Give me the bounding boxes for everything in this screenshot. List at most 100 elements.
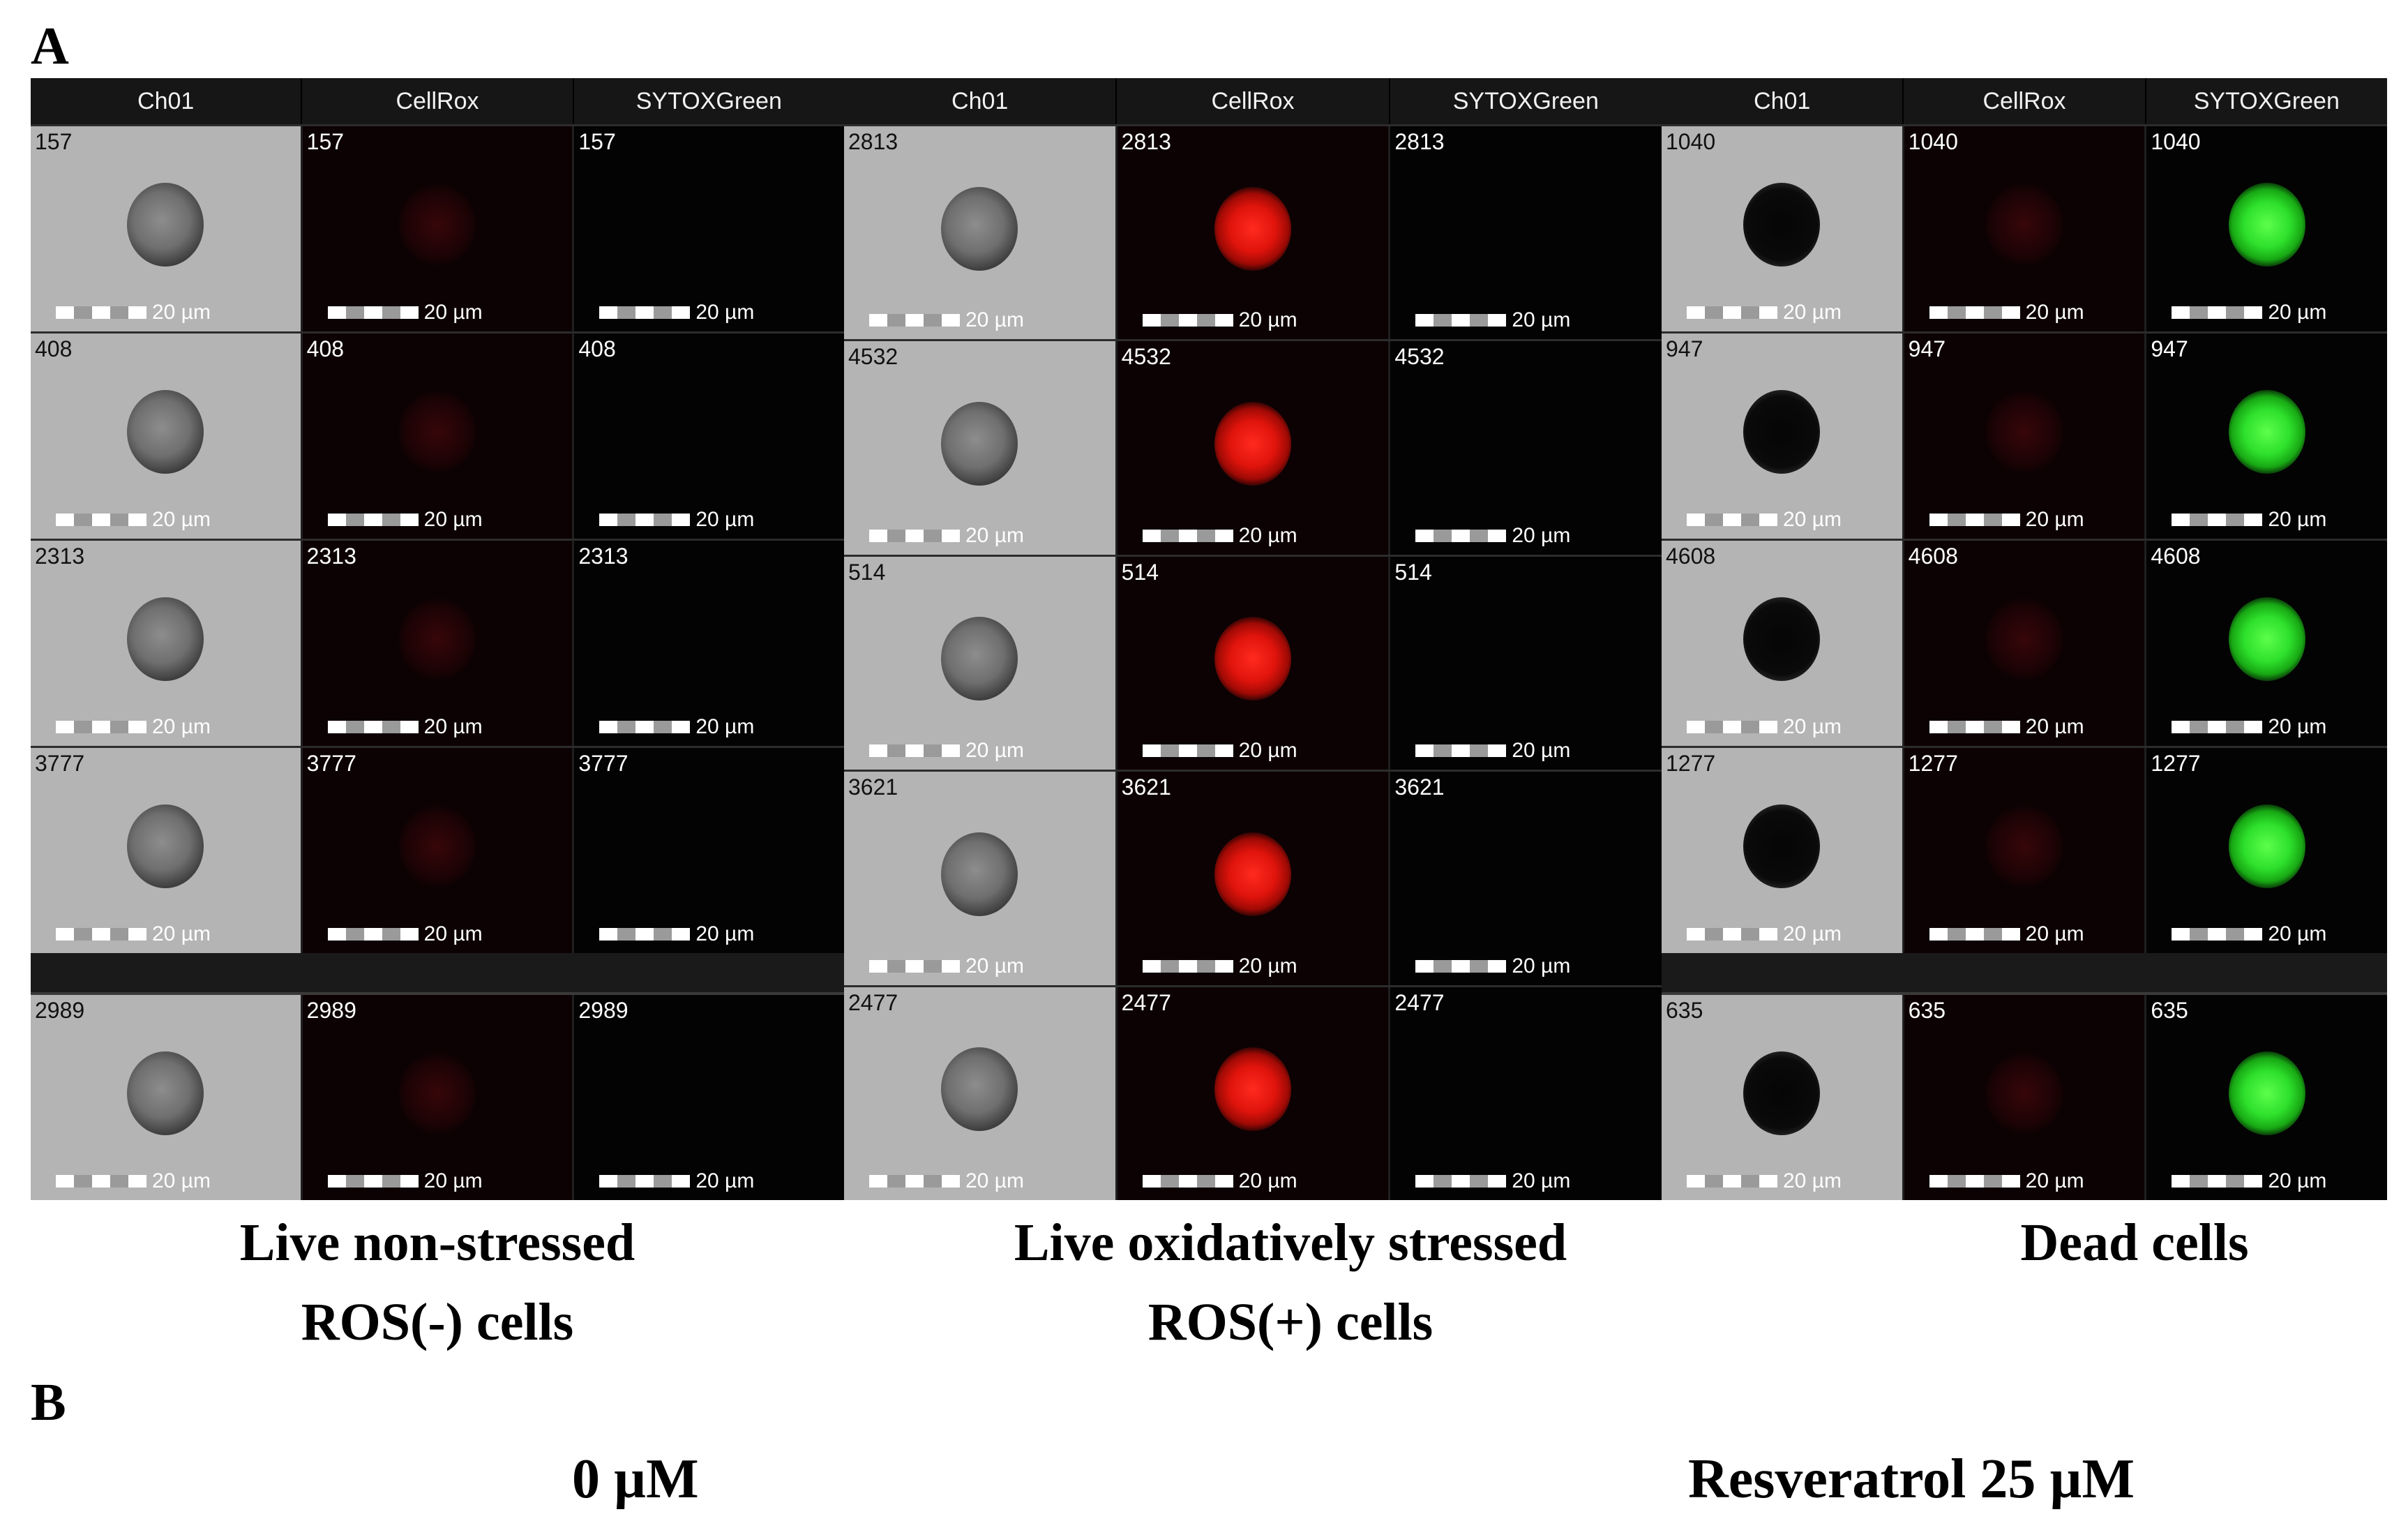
scale-bar: 20 µm [869, 740, 1024, 761]
brightfield-tile: 2989 20 µm [31, 995, 303, 1200]
brightfield-tile: 947 20 µm [1662, 334, 1904, 539]
scale-bar-label: 20 µm [965, 523, 1024, 547]
event-id-label: 4608 [1666, 544, 1716, 569]
scale-bar-graphic [2172, 306, 2263, 319]
panel-b-label: B [31, 1373, 66, 1432]
scale-bar-label: 20 µm [1512, 523, 1571, 547]
event-id-label: 2313 [306, 544, 356, 569]
event-id-label: 3777 [578, 751, 629, 776]
cell-image [127, 1051, 204, 1136]
scale-bar-graphic [599, 306, 691, 319]
event-id-label: 635 [1666, 998, 1703, 1023]
scale-bar-graphic [327, 514, 419, 526]
brightfield-tile: 3621 20 µm [844, 772, 1118, 985]
scale-bar-label: 20 µm [2268, 922, 2327, 945]
sytoxgreen-tile: 408 20 µm [574, 334, 845, 539]
image-row: 1040 20 µm 1040 20 µm 1040 20 µm [1662, 124, 2388, 331]
scale-bar: 20 µm [1415, 1171, 1570, 1192]
event-id-label: 2813 [1394, 129, 1445, 154]
event-id-label: 3621 [1394, 774, 1445, 800]
scale-bar: 20 µm [327, 717, 483, 737]
scale-bar: 20 µm [2172, 717, 2326, 737]
cellrox-tile: 4608 20 µm [1904, 541, 2147, 746]
scale-bar-label: 20 µm [2268, 1169, 2327, 1192]
caption-ros-negative: Live non-stressed ROS(-) cells [31, 1203, 844, 1362]
scale-bar: 20 µm [56, 717, 211, 737]
image-rows: 1040 20 µm 1040 20 µm 1040 20 µm 947 20 µm 947 20… [1662, 124, 2388, 1200]
scale-bar: 20 µm [1687, 717, 1842, 737]
scale-bar-graphic [2172, 514, 2263, 526]
channel-header-row: Ch01 CellRox SYTOXGreen [31, 78, 844, 124]
event-id-label: 4608 [1908, 544, 1958, 569]
image-row: 4608 20 µm 4608 20 µm 4608 20 µm [1662, 539, 2388, 746]
scale-bar-graphic [2172, 721, 2263, 733]
scale-bar: 20 µm [2172, 302, 2326, 323]
scale-bar: 20 µm [1415, 740, 1570, 761]
event-id-label: 4532 [1121, 344, 1171, 370]
scale-bar: 20 µm [327, 302, 483, 323]
brightfield-tile: 157 20 µm [31, 126, 303, 331]
scale-bar-graphic [1142, 1175, 1233, 1188]
sytoxgreen-tile: 1277 20 µm [2146, 748, 2388, 953]
condition-label-resveratrol: Resveratrol 25 µM [1688, 1448, 2135, 1510]
scale-bar-label: 20 µm [695, 301, 755, 324]
scale-bar: 20 µm [1929, 924, 2084, 945]
event-id-label: 2477 [1121, 989, 1171, 1015]
event-id-label: 2989 [35, 998, 85, 1023]
image-row: 408 20 µm 408 20 µm 408 20 µm [31, 331, 845, 539]
scale-bar: 20 µm [599, 302, 754, 323]
scale-bar-label: 20 µm [1783, 1169, 1842, 1192]
caption-line: Live oxidatively stressed [1014, 1213, 1567, 1272]
cell-image [1743, 183, 1821, 267]
channel-header: Ch01 [1662, 78, 1904, 124]
scale-bar-label: 20 µm [1512, 739, 1571, 763]
scale-bar-graphic [1687, 1175, 1777, 1188]
event-id-label: 157 [35, 129, 73, 154]
cell-image [1986, 597, 2063, 682]
cellrox-tile: 514 20 µm [1117, 556, 1391, 770]
scale-bar-label: 20 µm [423, 1169, 483, 1192]
scale-bar-graphic [869, 744, 960, 758]
scale-bar-label: 20 µm [1238, 954, 1297, 978]
scale-bar: 20 µm [2172, 924, 2326, 945]
image-row: 514 20 µm 514 20 µm 514 20 µm [844, 554, 1662, 770]
image-row: 635 20 µm 635 20 µm 635 20 µm [1662, 992, 2388, 1200]
event-id-label: 408 [35, 336, 73, 361]
brightfield-tile: 3777 20 µm [31, 748, 303, 953]
scale-bar-graphic [327, 1175, 419, 1188]
channel-header: CellRox [302, 78, 574, 124]
scale-bar-graphic [1687, 306, 1777, 319]
scale-bar-graphic [56, 1175, 146, 1188]
cell-image [2228, 390, 2305, 474]
scale-bar: 20 µm [599, 1171, 754, 1192]
scale-bar-graphic [2172, 1175, 2263, 1188]
scale-bar-graphic [1929, 306, 2020, 319]
channel-header-row: Ch01 CellRox SYTOXGreen [1662, 78, 2387, 124]
cell-image [1743, 804, 1821, 889]
event-id-label: 2813 [848, 129, 898, 154]
scale-bar-graphic [869, 1175, 960, 1188]
brightfield-tile: 2313 20 µm [31, 541, 303, 746]
scale-bar-label: 20 µm [965, 1169, 1024, 1193]
scale-bar-graphic [599, 721, 691, 733]
image-row: 2477 20 µm 2477 20 µm 2477 20 µm [844, 984, 1662, 1201]
scale-bar-label: 20 µm [1512, 954, 1571, 978]
scale-bar-graphic [1687, 928, 1777, 941]
scale-bar-graphic [1929, 928, 2020, 941]
sytoxgreen-tile: 947 20 µm [2146, 334, 2388, 539]
scale-bar: 20 µm [869, 955, 1024, 977]
sytoxgreen-tile: 3621 20 µm [1390, 772, 1662, 985]
scale-bar: 20 µm [1929, 509, 2084, 530]
scale-bar-graphic [1415, 744, 1507, 758]
scale-bar-graphic [56, 721, 146, 733]
event-id-label: 1277 [2151, 751, 2201, 776]
caption-line: Dead cells [2020, 1213, 2249, 1272]
caption-line: ROS(-) cells [301, 1293, 574, 1351]
scale-bar-graphic [1929, 721, 2020, 733]
sytoxgreen-tile: 2313 20 µm [574, 541, 845, 746]
channel-header-row: Ch01 CellRox SYTOXGreen [844, 78, 1662, 124]
cell-image [1743, 597, 1821, 682]
scale-bar: 20 µm [599, 509, 754, 530]
event-id-label: 3777 [35, 751, 85, 776]
event-id-label: 1040 [2151, 129, 2201, 154]
